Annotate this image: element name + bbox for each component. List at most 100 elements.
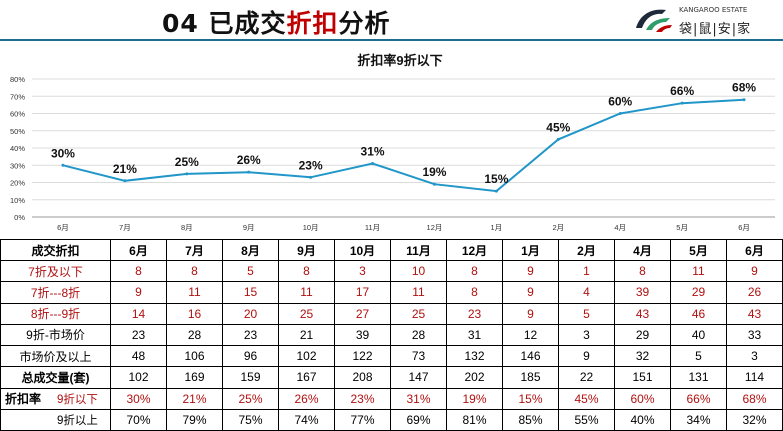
table-cell: 55% [558, 408, 615, 431]
table-cell: 43 [614, 302, 671, 325]
table-cell: 73 [390, 344, 447, 368]
data-point [185, 172, 189, 176]
table-cell: 28 [390, 323, 447, 347]
data-point [123, 179, 127, 183]
table-cell: 32 [614, 344, 671, 368]
data-label: 19% [422, 165, 446, 179]
table-cell: 25 [278, 302, 335, 325]
table-cell: 132 [446, 344, 503, 368]
chart-title: 折扣率9折以下 [357, 53, 442, 68]
column-header: 成交折扣 [0, 239, 111, 261]
y-tick-label: 30% [10, 161, 25, 170]
column-header: 1月 [502, 239, 559, 261]
column-header: 2月 [558, 239, 615, 261]
data-label: 31% [361, 145, 385, 159]
table-cell: 3 [726, 344, 783, 368]
table-cell: 26% [278, 387, 335, 410]
table-cell: 46 [670, 302, 727, 325]
column-header: 6月 [110, 239, 167, 261]
table-cell: 5 [670, 344, 727, 368]
column-header: 9月 [278, 239, 335, 261]
table-cell: 60% [614, 387, 671, 410]
logo-chinese: 袋|鼠|安|家 [679, 22, 752, 37]
table-cell: 11 [166, 281, 223, 304]
column-header: 11月 [390, 239, 447, 261]
table-cell: 23 [110, 323, 167, 347]
table-cell: 96 [222, 344, 279, 368]
table-cell: 79% [166, 408, 223, 431]
y-tick-label: 70% [10, 92, 25, 101]
table-cell: 114 [726, 366, 783, 389]
table-cell: 19% [446, 387, 503, 410]
table-cell: 3 [558, 323, 615, 347]
row-label: 7折及以下 [0, 259, 111, 283]
x-tick-label: 9月 [243, 223, 255, 232]
x-tick-label: 7月 [119, 223, 131, 232]
table-cell: 151 [614, 366, 671, 389]
rate-sub-label: 9折以下 [57, 394, 98, 407]
column-header: 10月 [334, 239, 391, 261]
table-cell: 159 [222, 366, 279, 389]
data-label: 15% [484, 172, 508, 186]
table-cell: 11 [670, 259, 727, 283]
table-cell: 9 [558, 344, 615, 368]
series-line [62, 98, 745, 193]
row-label: 7折---8折 [0, 281, 111, 304]
column-header: 8月 [222, 239, 279, 261]
title-prefix: 04 已成交 [162, 9, 287, 38]
table-cell: 26 [726, 281, 783, 304]
table-cell: 29 [670, 281, 727, 304]
table-cell: 70% [110, 408, 167, 431]
y-tick-label: 0% [14, 213, 25, 222]
data-label: 26% [237, 153, 261, 167]
data-label: 30% [51, 146, 75, 160]
y-tick-label: 50% [10, 127, 25, 136]
table-cell: 23% [334, 387, 391, 410]
data-label: 60% [608, 95, 632, 109]
table-cell: 8 [446, 281, 503, 304]
table-row: 总成交量(套) 102 169 159 167 208 147 202 185 22 151 131 1… [0, 366, 783, 389]
table-cell: 167 [278, 366, 335, 389]
table-cell: 202 [446, 366, 503, 389]
data-label: 23% [299, 158, 323, 172]
row-label: 8折---9折 [0, 302, 111, 325]
x-tick-label: 12月 [427, 223, 443, 232]
table-row: 7折---8折 9 11 15 11 17 11 8 9 4 39 29 26 [0, 281, 783, 304]
y-tick-label: 10% [10, 196, 25, 205]
table-cell: 21% [166, 387, 223, 410]
table-cell: 40% [614, 408, 671, 431]
x-tick-label: 10月 [303, 223, 319, 232]
data-point [494, 189, 498, 193]
x-tick-label: 1月 [491, 223, 503, 232]
data-label: 68% [732, 81, 756, 95]
table-cell: 33 [726, 323, 783, 347]
rate-row-label: 折扣率 9折以下 [0, 387, 111, 410]
rate-row-label: 9折以上 [0, 408, 111, 431]
row-label: 9折-市场价 [0, 323, 111, 347]
table-cell: 185 [502, 366, 559, 389]
table-cell: 23 [446, 302, 503, 325]
table-cell: 9 [110, 281, 167, 304]
table-cell: 31% [390, 387, 447, 410]
row-label: 市场价及以上 [0, 344, 111, 368]
x-tick-label: 2月 [552, 223, 564, 232]
table-cell: 208 [334, 366, 391, 389]
row-label: 总成交量(套) [0, 366, 111, 389]
data-point [680, 101, 684, 105]
x-tick-label: 4月 [614, 223, 626, 232]
rate-group-label: 折扣率 [5, 392, 42, 407]
column-header: 4月 [614, 239, 671, 261]
data-label: 25% [175, 155, 199, 169]
column-header: 5月 [670, 239, 727, 261]
data-label: 45% [546, 120, 570, 134]
table-cell: 34% [670, 408, 727, 431]
table-cell: 122 [334, 344, 391, 368]
table-cell: 147 [390, 366, 447, 389]
data-point [247, 170, 251, 174]
table-cell: 12 [502, 323, 559, 347]
table-cell: 3 [334, 259, 391, 283]
table-cell: 85% [502, 408, 559, 431]
y-tick-label: 20% [10, 179, 25, 188]
y-tick-label: 80% [10, 75, 25, 84]
table-cell: 9 [502, 259, 559, 283]
